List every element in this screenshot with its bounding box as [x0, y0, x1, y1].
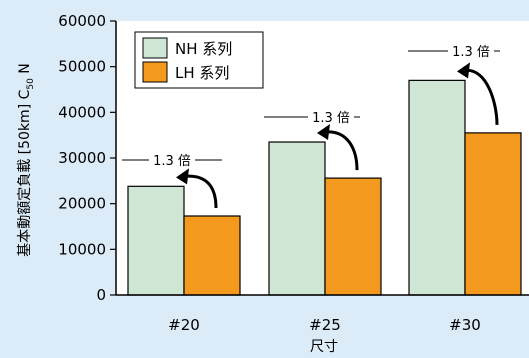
y-tick-label: 50000 — [58, 58, 106, 76]
x-tick-label: #30 — [449, 316, 481, 334]
growth-arrowhead — [457, 62, 470, 79]
growth-arrow — [324, 130, 359, 171]
growth-arrowhead — [176, 168, 189, 185]
y-tick-label: 60000 — [58, 12, 106, 30]
bar-lh-25 — [324, 177, 382, 296]
growth-arrow — [183, 174, 218, 209]
bar-lh-20 — [183, 215, 241, 296]
x-tick-label: #20 — [168, 316, 200, 334]
annotation-label: 1.3 倍 — [452, 45, 490, 60]
x-axis-title: 尺寸 — [310, 339, 338, 354]
bar-nh-30 — [408, 79, 466, 296]
annotation-label: 1.3 倍 — [312, 111, 350, 126]
legend-swatch-nh — [142, 37, 168, 59]
y-axis-title: 基本動額定負載 [50km] C50 N — [16, 63, 36, 257]
y-tick-label: 30000 — [58, 149, 106, 167]
growth-arrow — [464, 68, 499, 125]
annotation-label-bg — [448, 42, 494, 60]
growth-arrowhead — [317, 124, 330, 141]
y-tick-label: 10000 — [58, 240, 106, 258]
annotation-label: 1.3 倍 — [153, 154, 191, 169]
legend-swatch-lh — [142, 61, 168, 83]
annotation-label-bg — [149, 151, 195, 169]
y-tick-label: 40000 — [58, 103, 106, 121]
y-tick-label: 20000 — [58, 195, 106, 213]
bar-nh-20 — [127, 185, 185, 296]
annotation-label-bg — [308, 108, 354, 126]
y-tick-label: 0 — [96, 286, 106, 304]
legend-label: LH 系列 — [175, 64, 229, 82]
legend-label: NH 系列 — [175, 40, 232, 58]
x-tick-label: #25 — [309, 316, 341, 334]
bar-nh-25 — [268, 141, 326, 296]
bar-lh-30 — [464, 132, 522, 296]
